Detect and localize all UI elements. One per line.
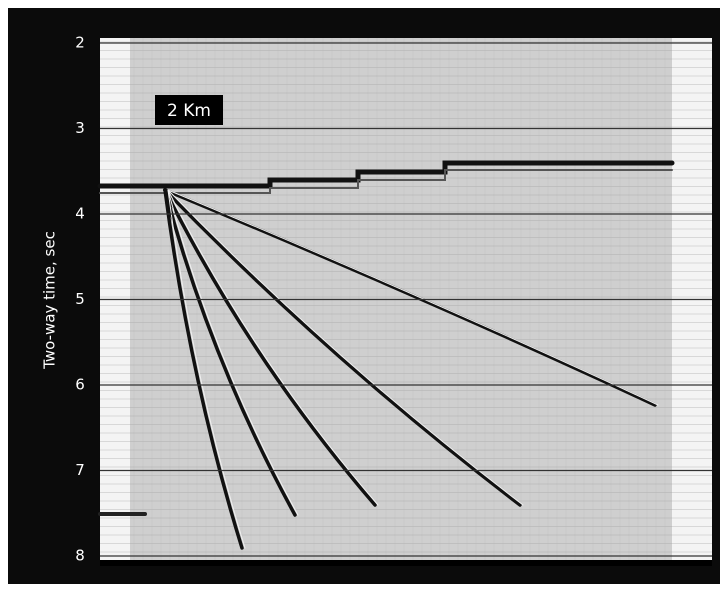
- y-tick-label: 4: [75, 205, 85, 223]
- y-axis-label: Two-way time, sec: [41, 231, 59, 370]
- scale-label: 2 Km: [167, 101, 211, 121]
- y-tick-label: 6: [75, 376, 85, 394]
- figure: 2 Km Two-way time, sec 2 3 4 5 6 7 8: [0, 0, 728, 592]
- y-tick-label: 2: [75, 34, 85, 52]
- y-tick-label: 7: [75, 461, 85, 479]
- y-tick-label: 5: [75, 290, 85, 308]
- y-tick-label: 3: [75, 119, 85, 137]
- bottom-bar: [100, 560, 712, 566]
- y-tick-label: 8: [75, 547, 85, 565]
